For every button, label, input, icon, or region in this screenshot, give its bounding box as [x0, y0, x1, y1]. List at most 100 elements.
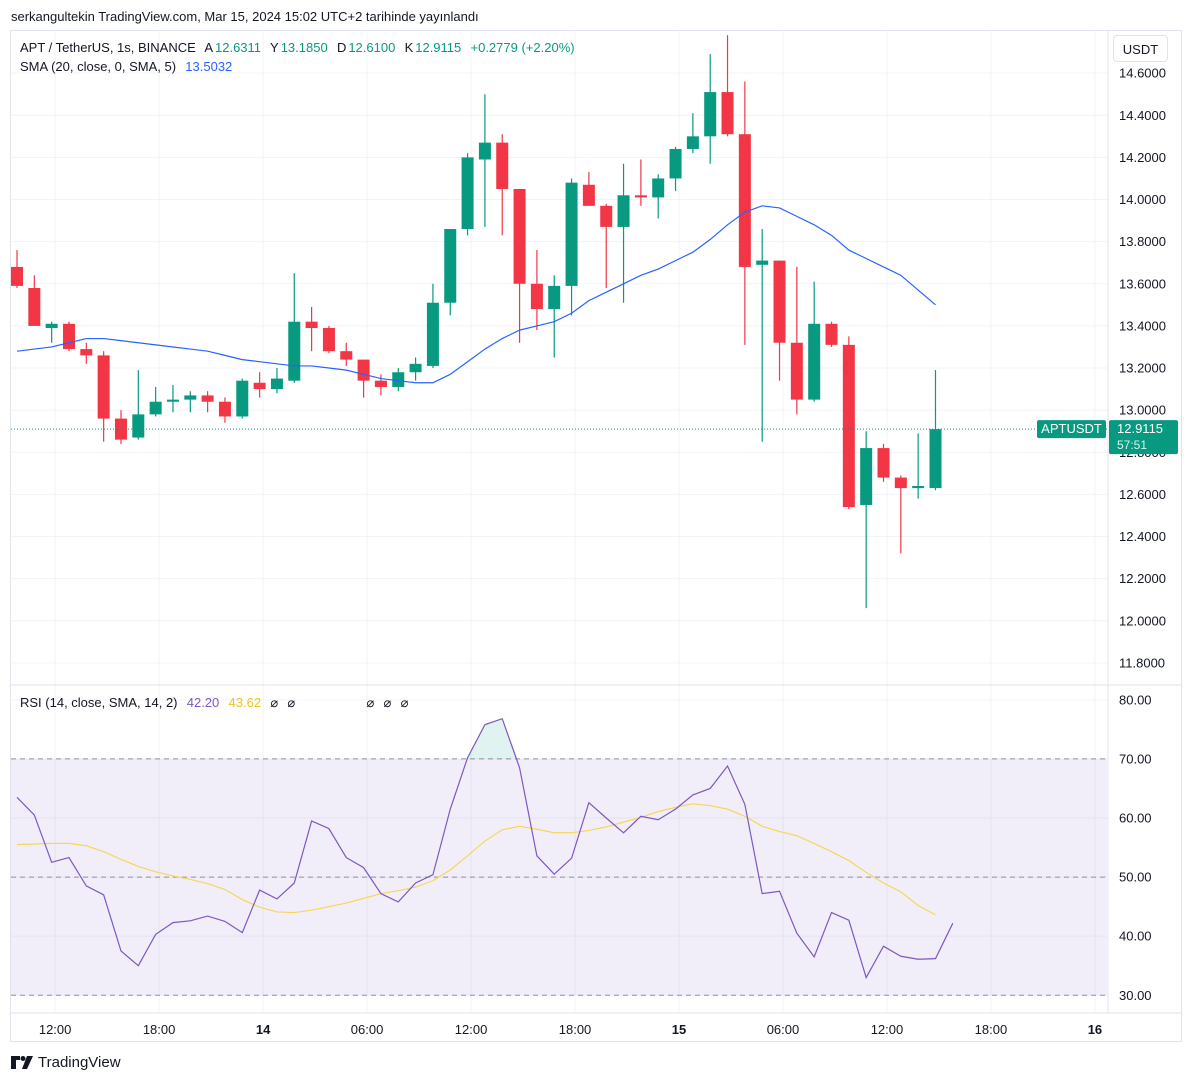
candle-body: [894, 477, 907, 489]
last-price-tag-value: 12.9115: [1117, 421, 1163, 436]
price-axis-label: 13.0000: [1119, 403, 1166, 418]
candle-body: [634, 195, 647, 198]
candle-body: [374, 380, 387, 387]
time-axis-label: 12:00: [39, 1022, 72, 1037]
candle-body: [617, 195, 630, 227]
candle-body: [513, 188, 526, 284]
tradingview-logo[interactable]: TradingView: [11, 1054, 121, 1071]
close-label: K: [404, 40, 414, 55]
rsi-label: RSI (14, close, SMA, 14, 2): [20, 695, 178, 710]
candle-body: [426, 302, 439, 366]
time-axis-label: 15: [672, 1022, 686, 1037]
symbol-label[interactable]: APT / TetherUS, 1s, BINANCE: [20, 40, 196, 55]
candle-body: [877, 448, 890, 478]
symbol-price-tag-text: APTUSDT: [1041, 421, 1102, 436]
candle-body: [686, 136, 699, 149]
empty-value-mark: ⌀: [400, 695, 409, 710]
time-axis-label: 06:00: [767, 1022, 800, 1037]
tradingview-logo-icon: [11, 1056, 33, 1069]
chart-frame: [10, 30, 1182, 1042]
rsi-line: [16, 717, 954, 980]
candle-body: [28, 287, 41, 326]
price-axis-label: 12.6000: [1119, 487, 1166, 502]
rsi-axis-label: 30.00: [1119, 988, 1152, 1003]
candle-body: [166, 399, 179, 402]
sma-value: 13.5032: [185, 59, 233, 74]
time-axis-label: 18:00: [975, 1022, 1008, 1037]
close-value: 12.9115: [415, 40, 462, 55]
price-axis-label: 13.6000: [1119, 276, 1166, 291]
rsi-ma-line: [16, 803, 936, 916]
candle-body: [842, 344, 855, 508]
rsi-axis-label: 80.00: [1119, 692, 1152, 707]
candle-body: [652, 178, 665, 198]
candle-body: [340, 351, 353, 360]
rsi-legend[interactable]: RSI (14, close, SMA, 14, 2) 42.20 43.62 …: [20, 695, 410, 711]
high-label: Y: [270, 40, 279, 55]
candle-body: [253, 382, 266, 390]
candle-body: [201, 395, 214, 402]
price-legend: APT / TetherUS, 1s, BINANCE A 12.6311 Y 13…: [20, 40, 577, 55]
empty-value-mark: ⌀: [383, 695, 392, 710]
rsi-axis-label: 50.00: [1119, 870, 1152, 885]
candle-body: [114, 418, 127, 440]
tradingview-logo-text: TradingView: [38, 1054, 121, 1071]
candle-body: [409, 363, 422, 373]
time-axis-label: 14: [256, 1022, 271, 1037]
candle-body: [62, 323, 75, 350]
empty-value-mark: ⌀: [366, 695, 375, 710]
time-axis-label: 16: [1088, 1022, 1102, 1037]
time-axis-label: 18:00: [143, 1022, 176, 1037]
candle-body: [357, 359, 370, 381]
price-axis-label: 14.6000: [1119, 66, 1166, 81]
open-value: 12.6311: [215, 40, 262, 55]
candle-body: [461, 157, 474, 230]
candle-body: [218, 401, 231, 417]
candle-body: [756, 260, 769, 265]
rsi-ma-value: 43.62: [228, 695, 262, 710]
candle-body: [11, 266, 23, 286]
candle-body: [288, 321, 301, 381]
rsi-axis-label: 70.00: [1119, 751, 1152, 766]
candle-body: [600, 205, 613, 227]
candle-body: [444, 229, 457, 303]
price-axis-label: 14.2000: [1119, 150, 1166, 165]
rsi-axis-label: 40.00: [1119, 929, 1152, 944]
change-value: +0.2779 (+2.20%): [470, 40, 575, 55]
rsi-axis-label: 60.00: [1119, 811, 1152, 826]
price-axis-label: 11.8000: [1119, 655, 1165, 670]
sma-legend[interactable]: SMA (20, close, 0, SMA, 5) 13.5032: [20, 59, 234, 74]
candle-body: [860, 448, 873, 505]
last-price-tag-countdown: 57:51: [1117, 438, 1147, 452]
candle-body: [704, 92, 717, 137]
price-axis-label: 13.8000: [1119, 234, 1166, 249]
last-price-tag: [1109, 420, 1178, 455]
price-axis-label: 14.4000: [1119, 108, 1166, 123]
candle-body: [530, 283, 543, 310]
currency-button[interactable]: USDT: [1113, 35, 1168, 62]
sma-line: [16, 205, 936, 384]
price-axis-label: 12.2000: [1119, 571, 1166, 586]
candle-body: [912, 485, 925, 489]
time-axis-label: 18:00: [559, 1022, 592, 1037]
candle-body: [236, 380, 249, 417]
candle-body: [773, 260, 786, 343]
candle-body: [582, 184, 595, 206]
candle-body: [669, 148, 682, 179]
candle-body: [149, 401, 162, 415]
symbol-price-tag: [1037, 420, 1106, 439]
low-label: D: [336, 40, 347, 55]
candle-body: [270, 378, 283, 390]
price-axis-label: 13.4000: [1119, 318, 1166, 333]
time-axis-label: 12:00: [871, 1022, 904, 1037]
price-axis-label: 12.0000: [1119, 613, 1166, 628]
candle-body: [825, 323, 838, 345]
candle-body: [478, 142, 491, 160]
candle-body: [392, 372, 405, 387]
candle-body: [184, 395, 197, 400]
rsi-value: 42.20: [186, 695, 220, 710]
open-label: A: [204, 40, 213, 55]
candle-body: [132, 414, 145, 438]
rsi-overbought-fill: [464, 718, 518, 759]
